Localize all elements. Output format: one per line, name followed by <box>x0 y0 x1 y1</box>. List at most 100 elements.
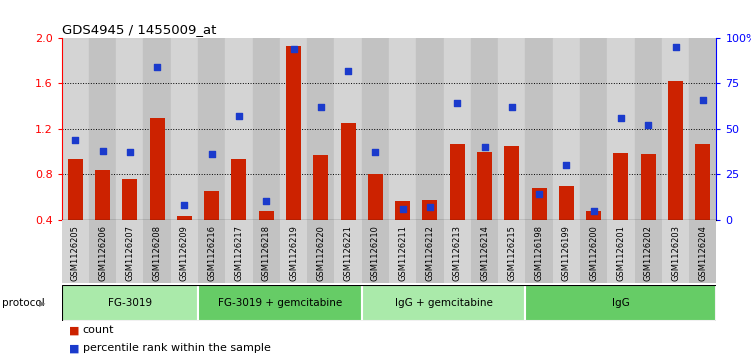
Bar <box>334 38 362 220</box>
Point <box>179 202 191 208</box>
Bar <box>608 38 635 220</box>
Text: percentile rank within the sample: percentile rank within the sample <box>83 343 270 354</box>
Bar <box>580 220 608 283</box>
Bar <box>498 38 526 220</box>
Bar <box>362 38 389 220</box>
Text: GSM1126210: GSM1126210 <box>371 225 380 281</box>
Bar <box>505 146 519 265</box>
Point <box>315 104 327 110</box>
Text: GSM1126209: GSM1126209 <box>180 225 189 281</box>
Bar <box>198 220 225 283</box>
Bar <box>116 38 143 220</box>
Bar <box>225 38 252 220</box>
Text: protocol: protocol <box>2 298 45 308</box>
Bar <box>526 285 716 321</box>
Bar <box>68 159 83 265</box>
Bar <box>553 220 580 283</box>
Point <box>397 206 409 212</box>
Bar <box>198 285 362 321</box>
Point <box>560 162 572 168</box>
Text: GSM1126216: GSM1126216 <box>207 225 216 281</box>
Point <box>369 150 382 155</box>
Bar <box>389 38 416 220</box>
Point <box>124 150 136 155</box>
Text: count: count <box>83 325 114 335</box>
Bar <box>62 285 198 321</box>
Text: GDS4945 / 1455009_at: GDS4945 / 1455009_at <box>62 23 216 36</box>
Bar <box>668 81 683 265</box>
Bar <box>641 154 656 265</box>
Text: GSM1126207: GSM1126207 <box>125 225 134 281</box>
Point <box>478 144 490 150</box>
Point <box>642 122 654 128</box>
Bar <box>62 220 89 283</box>
Point <box>424 204 436 210</box>
Bar <box>116 220 143 283</box>
Bar <box>170 220 198 283</box>
Bar <box>259 211 273 265</box>
Text: ▶: ▶ <box>39 299 46 307</box>
Bar <box>313 155 328 265</box>
Bar <box>662 38 689 220</box>
Bar <box>62 38 89 220</box>
Point <box>506 104 518 110</box>
Bar <box>526 38 553 220</box>
Bar <box>689 220 716 283</box>
Bar <box>559 185 574 265</box>
Bar <box>471 220 498 283</box>
Bar <box>170 38 198 220</box>
Text: ■: ■ <box>69 325 80 335</box>
Bar <box>444 220 471 283</box>
Bar <box>450 144 465 265</box>
Text: GSM1126201: GSM1126201 <box>617 225 626 281</box>
Bar <box>307 38 334 220</box>
Bar <box>149 118 164 265</box>
Bar <box>341 123 355 265</box>
Point <box>342 68 354 74</box>
Bar <box>695 144 710 265</box>
Point <box>697 97 709 103</box>
Bar <box>498 220 526 283</box>
Bar <box>580 38 608 220</box>
Text: GSM1126200: GSM1126200 <box>590 225 598 281</box>
Bar <box>231 159 246 265</box>
Text: GSM1126219: GSM1126219 <box>289 225 298 281</box>
Bar <box>635 220 662 283</box>
Bar <box>689 38 716 220</box>
Bar <box>362 220 389 283</box>
Point <box>96 148 109 154</box>
Text: GSM1126203: GSM1126203 <box>671 225 680 281</box>
Bar <box>477 152 492 265</box>
Bar <box>416 220 444 283</box>
Text: GSM1126205: GSM1126205 <box>71 225 80 281</box>
Bar <box>587 211 601 265</box>
Bar <box>614 153 629 265</box>
Text: IgG: IgG <box>612 298 630 308</box>
Point <box>260 199 272 204</box>
Text: IgG + gemcitabine: IgG + gemcitabine <box>395 298 493 308</box>
Bar <box>334 220 362 283</box>
Bar <box>635 38 662 220</box>
Point <box>151 64 163 70</box>
Bar <box>307 220 334 283</box>
Bar <box>198 38 225 220</box>
Point <box>451 101 463 106</box>
Bar <box>389 220 416 283</box>
Text: FG-3019 + gemcitabine: FG-3019 + gemcitabine <box>218 298 342 308</box>
Point <box>288 46 300 52</box>
Point <box>69 137 81 143</box>
Text: GSM1126217: GSM1126217 <box>234 225 243 281</box>
Text: GSM1126202: GSM1126202 <box>644 225 653 281</box>
Bar <box>177 216 192 265</box>
Bar <box>662 220 689 283</box>
Text: GSM1126220: GSM1126220 <box>316 225 325 281</box>
Text: GSM1126214: GSM1126214 <box>480 225 489 281</box>
Point <box>533 191 545 197</box>
Bar <box>395 201 410 265</box>
Text: GSM1126218: GSM1126218 <box>262 225 270 281</box>
Text: GSM1126215: GSM1126215 <box>508 225 516 281</box>
Point <box>615 115 627 121</box>
Text: GSM1126208: GSM1126208 <box>152 225 161 281</box>
Bar <box>423 200 437 265</box>
Point <box>233 113 245 119</box>
